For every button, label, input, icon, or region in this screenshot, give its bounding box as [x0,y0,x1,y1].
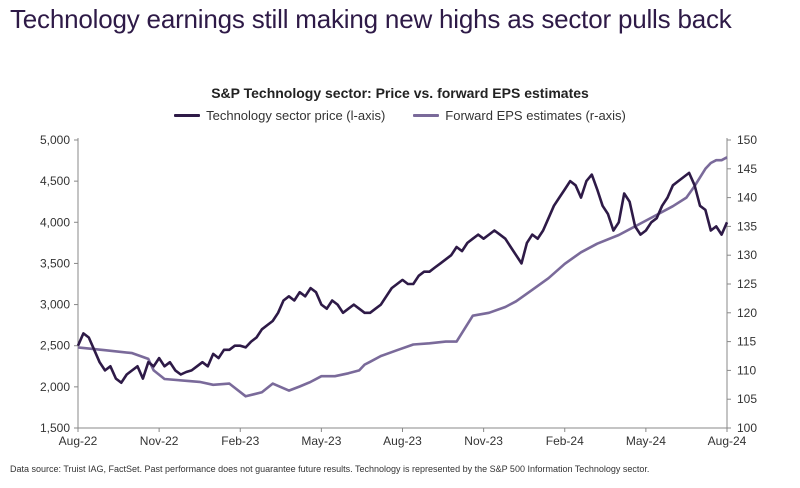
right-tick-label: 110 [737,363,756,377]
right-tick-label: 130 [737,248,757,262]
legend-label-price: Technology sector price (l-axis) [206,108,386,123]
right-tick-label: 105 [737,392,757,406]
right-tick-label: 115 [737,335,756,349]
left-tick-label: 2,000 [40,380,70,394]
x-tick-label: Nov-22 [140,434,179,448]
headline: Technology earnings still making new hig… [10,4,732,34]
legend-label-eps: Forward EPS estimates (r-axis) [445,108,626,123]
eps-series-line [77,156,728,398]
x-tick-label: May-23 [301,434,341,448]
x-tick-label: Aug-23 [383,434,422,448]
right-tick-label: 140 [737,191,757,205]
x-tick-label: Feb-24 [546,434,584,448]
x-tick-label: Aug-22 [59,434,98,448]
x-tick-label: Aug-24 [708,434,747,448]
left-tick-label: 3,500 [40,256,70,270]
legend-swatch-price [174,114,201,117]
x-tick-label: Feb-23 [221,434,259,448]
right-tick-label: 100 [737,421,757,435]
legend-swatch-eps [413,114,440,117]
legend: Technology sector price (l-axis) Forward… [0,108,800,123]
left-tick-label: 3,000 [40,298,70,312]
left-tick-label: 2,500 [40,339,70,353]
right-tick-label: 120 [737,306,757,320]
left-tick-label: 5,000 [40,133,70,147]
left-tick-label: 4,000 [40,215,70,229]
left-tick-label: 1,500 [40,421,70,435]
right-tick-label: 145 [737,162,757,176]
legend-item-price: Technology sector price (l-axis) [174,108,385,123]
right-tick-label: 125 [737,277,757,291]
legend-item-eps: Forward EPS estimates (r-axis) [413,108,626,123]
left-tick-label: 4,500 [40,174,70,188]
x-tick-label: Nov-23 [464,434,503,448]
right-tick-label: 135 [737,219,757,233]
price-series-line [76,171,729,385]
right-tick-label: 150 [737,133,757,147]
x-tick-label: May-24 [626,434,666,448]
chart-title: S&P Technology sector: Price vs. forward… [211,85,589,101]
footnote: Data source: Truist IAG, FactSet. Past p… [10,464,650,474]
